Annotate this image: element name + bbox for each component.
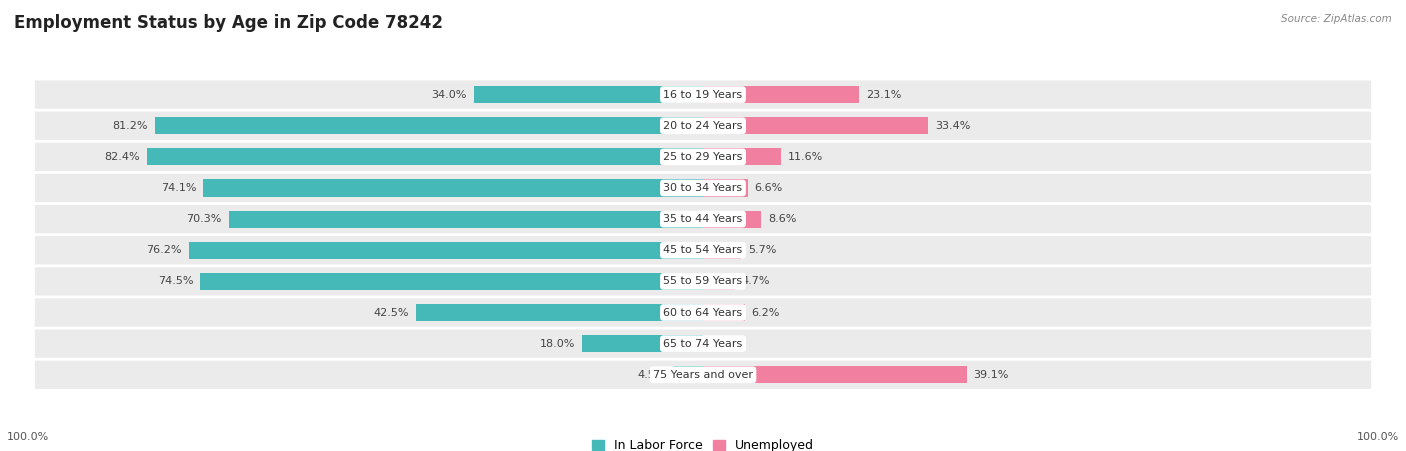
Text: 6.2%: 6.2%	[752, 308, 780, 318]
FancyBboxPatch shape	[35, 143, 1371, 171]
Bar	[703, 148, 782, 166]
FancyBboxPatch shape	[35, 111, 1371, 140]
Text: 5.7%: 5.7%	[748, 245, 776, 255]
Bar	[703, 211, 761, 228]
Text: 100.0%: 100.0%	[7, 432, 49, 442]
Bar	[188, 242, 703, 259]
FancyBboxPatch shape	[35, 80, 1371, 109]
Text: 11.6%: 11.6%	[787, 152, 824, 162]
Text: 55 to 59 Years: 55 to 59 Years	[664, 276, 742, 286]
Text: 0.0%: 0.0%	[710, 339, 738, 349]
Legend: In Labor Force, Unemployed: In Labor Force, Unemployed	[588, 435, 818, 451]
Text: 8.6%: 8.6%	[768, 214, 796, 224]
Bar	[703, 304, 745, 321]
Bar	[582, 335, 703, 352]
Text: 74.1%: 74.1%	[160, 183, 197, 193]
Text: 65 to 74 Years: 65 to 74 Years	[664, 339, 742, 349]
Bar	[703, 242, 741, 259]
Text: 6.6%: 6.6%	[754, 183, 783, 193]
Text: 16 to 19 Years: 16 to 19 Years	[664, 90, 742, 100]
Text: 81.2%: 81.2%	[112, 121, 148, 131]
Text: Employment Status by Age in Zip Code 78242: Employment Status by Age in Zip Code 782…	[14, 14, 443, 32]
Text: 4.7%: 4.7%	[741, 276, 770, 286]
Bar	[672, 366, 703, 383]
FancyBboxPatch shape	[35, 361, 1371, 389]
Text: 42.5%: 42.5%	[374, 308, 409, 318]
Text: 39.1%: 39.1%	[973, 370, 1010, 380]
Bar	[703, 366, 967, 383]
Bar	[703, 86, 859, 103]
Text: 33.4%: 33.4%	[935, 121, 970, 131]
FancyBboxPatch shape	[35, 174, 1371, 202]
Text: 45 to 54 Years: 45 to 54 Years	[664, 245, 742, 255]
Text: 100.0%: 100.0%	[1357, 432, 1399, 442]
Bar	[229, 211, 703, 228]
Text: 34.0%: 34.0%	[432, 90, 467, 100]
Bar	[474, 86, 703, 103]
Text: 23.1%: 23.1%	[866, 90, 901, 100]
Bar	[200, 273, 703, 290]
FancyBboxPatch shape	[35, 205, 1371, 233]
Text: 74.5%: 74.5%	[157, 276, 194, 286]
Text: 75 Years and over: 75 Years and over	[652, 370, 754, 380]
FancyBboxPatch shape	[35, 299, 1371, 327]
Text: Source: ZipAtlas.com: Source: ZipAtlas.com	[1281, 14, 1392, 23]
FancyBboxPatch shape	[35, 330, 1371, 358]
Text: 20 to 24 Years: 20 to 24 Years	[664, 121, 742, 131]
Bar	[146, 148, 703, 166]
Text: 60 to 64 Years: 60 to 64 Years	[664, 308, 742, 318]
Text: 25 to 29 Years: 25 to 29 Years	[664, 152, 742, 162]
FancyBboxPatch shape	[35, 236, 1371, 264]
Bar	[703, 273, 735, 290]
Text: 76.2%: 76.2%	[146, 245, 181, 255]
Bar	[703, 117, 928, 134]
Text: 82.4%: 82.4%	[104, 152, 141, 162]
Bar	[416, 304, 703, 321]
Bar	[202, 179, 703, 197]
Bar	[155, 117, 703, 134]
Text: 4.5%: 4.5%	[637, 370, 666, 380]
Text: 18.0%: 18.0%	[540, 339, 575, 349]
Text: 30 to 34 Years: 30 to 34 Years	[664, 183, 742, 193]
FancyBboxPatch shape	[35, 267, 1371, 295]
Text: 70.3%: 70.3%	[187, 214, 222, 224]
Text: 35 to 44 Years: 35 to 44 Years	[664, 214, 742, 224]
Bar	[703, 179, 748, 197]
